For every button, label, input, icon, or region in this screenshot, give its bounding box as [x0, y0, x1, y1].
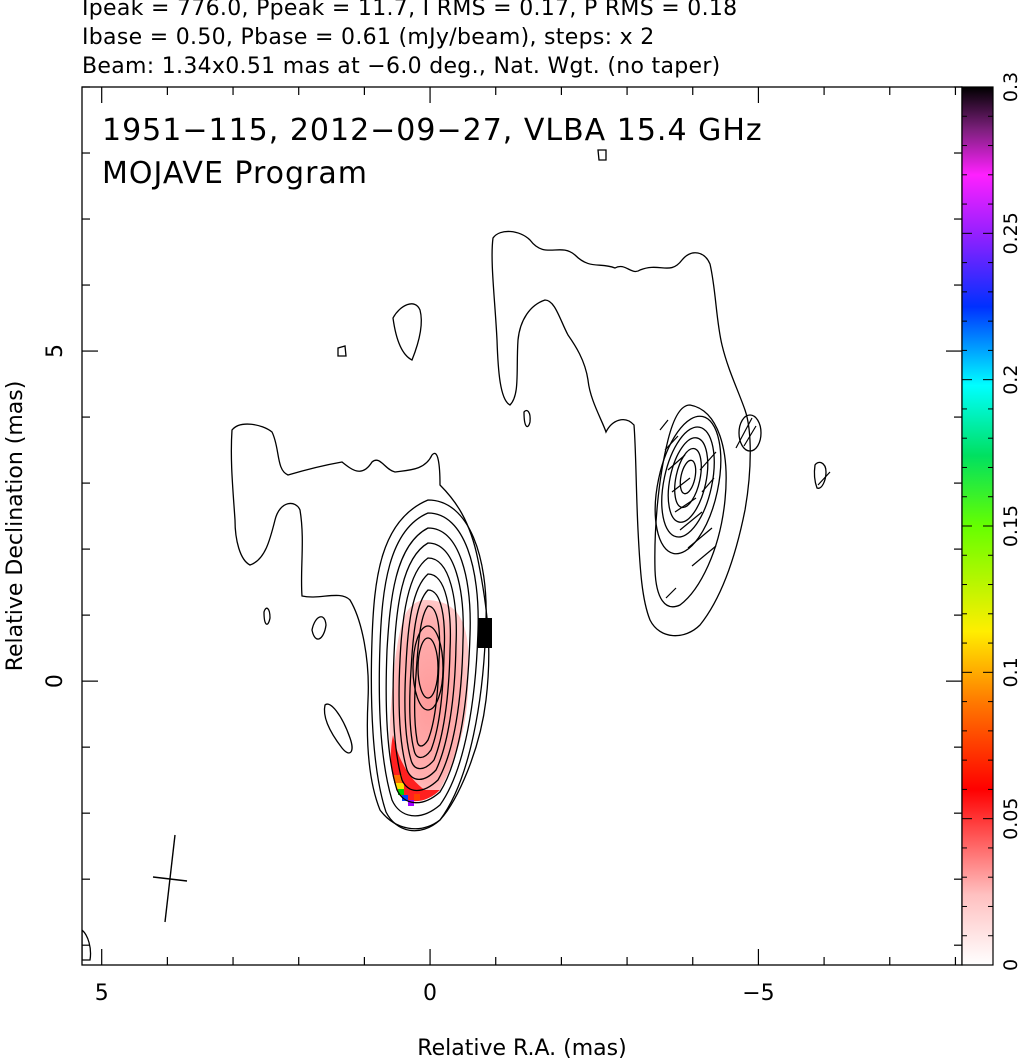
header-line-3: Beam: 1.34x0.51 mas at −6.0 deg., Nat. W…: [82, 54, 721, 79]
y-tick-label: 5: [43, 344, 68, 358]
x-axis-label: Relative R.A. (mas): [417, 1036, 626, 1061]
colorbar-tick-label: 0.25: [1000, 212, 1022, 254]
x-tick-label: −5: [742, 981, 774, 1006]
pol-pixel: [396, 783, 404, 789]
beam-symbol: [152, 834, 188, 923]
pol-pixel: [408, 800, 414, 806]
contour-island: [263, 607, 271, 625]
colorbar-tick-label: 0.15: [1000, 505, 1022, 547]
contour-outer-secondary: [491, 230, 751, 637]
contour-island: [392, 303, 422, 361]
colorbar-tick-label: 0.2: [1000, 365, 1022, 395]
plot-area: [82, 149, 831, 961]
contour-island: [523, 409, 531, 428]
pol-pixel: [394, 775, 402, 783]
polarization-vectors: [659, 417, 831, 599]
colorbar-tick-label: 0: [1000, 959, 1022, 971]
contour-island: [323, 703, 353, 754]
colorbar-tick-label: 0.05: [1000, 798, 1022, 840]
core-contours: [370, 499, 487, 832]
x-tick-label: 0: [423, 981, 437, 1006]
plot-frame: [81, 86, 963, 966]
header-line-2: Ibase = 0.50, Pbase = 0.61 (mJy/beam), s…: [82, 25, 655, 50]
contour-island: [597, 149, 607, 161]
plot-subtitle: MOJAVE Program: [102, 156, 368, 191]
pol-pixel: [402, 795, 408, 801]
x-tick-label: 5: [95, 981, 109, 1006]
contour-outer-core: [230, 423, 490, 830]
pol-pixel: [398, 789, 404, 795]
contour-island: [813, 461, 827, 489]
contour-island: [82, 929, 92, 961]
colorbar-tick-label: 0.1: [1000, 657, 1022, 687]
colorbar-tick-label: 0.3: [1000, 72, 1022, 102]
y-axis-label: Relative Declination (mas): [3, 381, 28, 672]
secondary-contours: [654, 404, 762, 608]
plot-title: 1951−115, 2012−09−27, VLBA 15.4 GHz: [102, 113, 763, 148]
pol-pixel: [414, 794, 420, 800]
x-axis-ticks: 5 0 −5: [95, 87, 957, 1006]
y-axis-ticks: 05: [43, 86, 962, 946]
contour-island: [337, 345, 347, 357]
header-line-1: Ipeak = 776.0, Ppeak = 11.7, I RMS = 0.1…: [82, 0, 738, 21]
colorbar-ticks: 0 0.05 0.1 0.15 0.2 0.25 0.3: [962, 72, 1022, 971]
y-tick-label: 0: [43, 674, 68, 688]
contour-island: [311, 616, 327, 640]
